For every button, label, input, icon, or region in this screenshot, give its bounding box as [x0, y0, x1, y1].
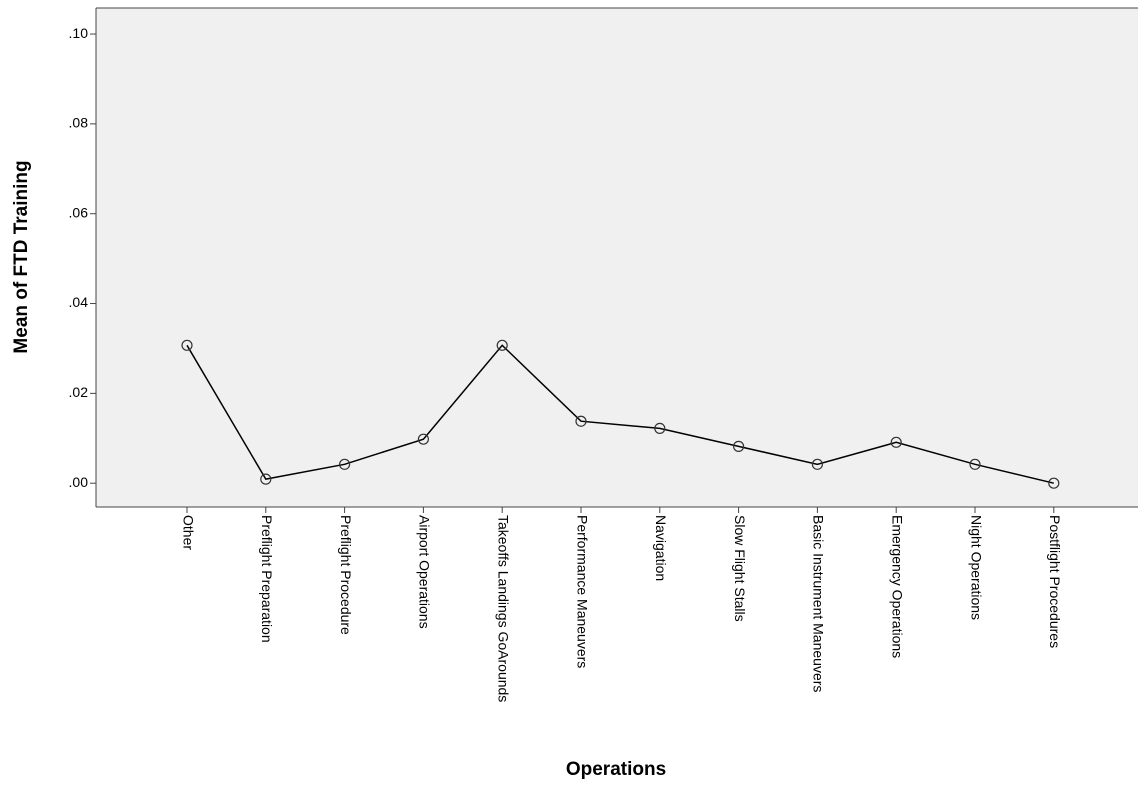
- plot-area: [96, 8, 1138, 507]
- marker: [181, 339, 193, 351]
- x-tick-label: Emergency Operations: [889, 515, 905, 658]
- y-tick-label: .00: [69, 474, 89, 490]
- x-tick-label: Airport Operations: [417, 515, 433, 629]
- x-tick-label: Preflight Preparation: [259, 515, 275, 643]
- y-axis-title: Mean of FTD Training: [11, 160, 32, 353]
- x-tick-label: Night Operations: [968, 515, 984, 620]
- x-tick-label: Navigation: [653, 515, 669, 581]
- marker: [969, 458, 981, 470]
- x-tick-label: Slow Flight Stalls: [732, 515, 748, 622]
- x-tick-label: Other: [180, 515, 196, 550]
- marker: [890, 436, 902, 448]
- marker: [575, 415, 587, 427]
- line: [186, 344, 1054, 484]
- marker: [811, 458, 824, 470]
- y-tick-label: .08: [69, 115, 89, 131]
- x-tick-label: Postflight Procedures: [1047, 515, 1063, 648]
- y-tick-label: .06: [69, 204, 89, 220]
- marker: [654, 422, 666, 434]
- x-axis-title: Operations: [566, 759, 666, 780]
- y-tick-label: .02: [69, 384, 89, 400]
- x-tick-label: Preflight Procedure: [338, 515, 354, 635]
- y-tick-label: .10: [69, 25, 89, 41]
- x-tick-label: Takeoffs Landings GoArounds: [495, 515, 511, 702]
- y-tick-label: .04: [69, 294, 89, 310]
- marker: [339, 458, 351, 470]
- marker: [496, 339, 508, 351]
- marker: [732, 440, 745, 452]
- marker: [260, 473, 272, 485]
- x-tick-label: Performance Maneuvers: [574, 515, 590, 668]
- x-tick-label: Basic Instrument Maneuvers: [811, 515, 827, 692]
- marker: [417, 433, 429, 445]
- marker: [1048, 477, 1060, 489]
